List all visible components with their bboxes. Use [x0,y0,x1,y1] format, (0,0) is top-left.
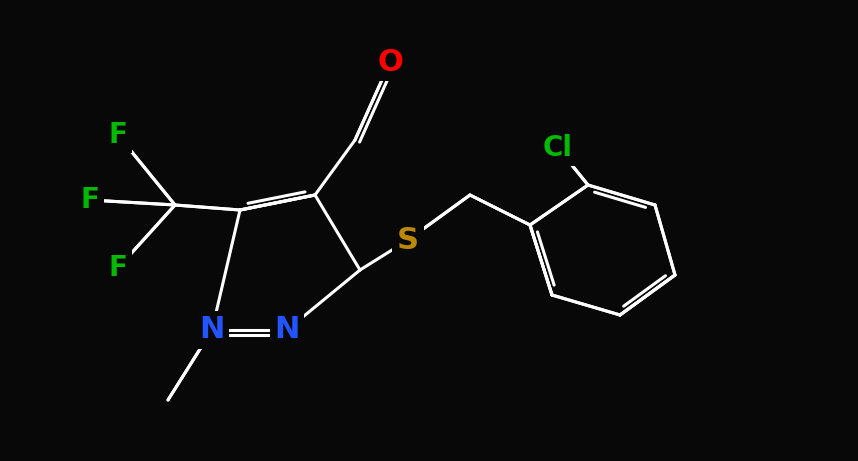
Text: N: N [199,315,225,344]
Text: N: N [275,315,299,344]
Text: O: O [377,47,403,77]
Text: S: S [397,225,419,254]
Text: Cl: Cl [543,134,573,162]
Text: F: F [109,121,128,149]
Text: F: F [81,186,100,214]
Text: F: F [109,254,128,282]
